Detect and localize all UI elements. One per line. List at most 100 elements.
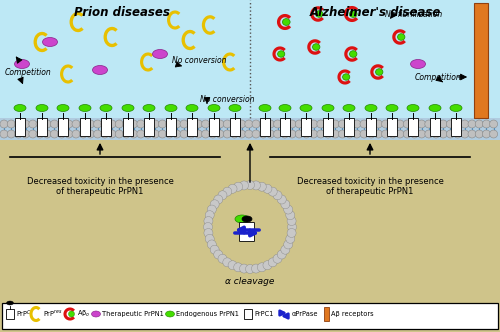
Circle shape [245, 120, 253, 128]
Circle shape [252, 181, 260, 190]
Bar [366, 118, 376, 136]
Circle shape [353, 130, 361, 138]
Circle shape [180, 120, 188, 128]
Ellipse shape [316, 11, 323, 17]
Text: No conversion: No conversion [200, 95, 254, 104]
Circle shape [223, 187, 232, 196]
Ellipse shape [208, 105, 220, 112]
Ellipse shape [122, 105, 134, 112]
Text: Aβ$_o$: Aβ$_o$ [77, 309, 90, 319]
Bar [123, 118, 133, 136]
Circle shape [389, 120, 397, 128]
Circle shape [367, 120, 375, 128]
Text: PrP$^{res}$: PrP$^{res}$ [43, 309, 63, 319]
Ellipse shape [242, 216, 252, 222]
Ellipse shape [235, 215, 249, 223]
Circle shape [252, 130, 260, 138]
Circle shape [259, 120, 267, 128]
Circle shape [86, 130, 94, 138]
Circle shape [43, 120, 51, 128]
Circle shape [317, 130, 325, 138]
Ellipse shape [166, 311, 174, 317]
Circle shape [7, 130, 15, 138]
Circle shape [101, 130, 109, 138]
Ellipse shape [229, 105, 241, 112]
Circle shape [166, 120, 173, 128]
Circle shape [263, 184, 272, 193]
Circle shape [216, 120, 224, 128]
Circle shape [218, 254, 227, 263]
Circle shape [252, 120, 260, 128]
Circle shape [468, 130, 476, 138]
Circle shape [223, 258, 232, 267]
Bar [101, 118, 111, 136]
Circle shape [432, 130, 440, 138]
Circle shape [0, 130, 8, 138]
Circle shape [208, 240, 216, 249]
Ellipse shape [410, 59, 426, 68]
Circle shape [7, 120, 15, 128]
Bar [301, 118, 311, 136]
Circle shape [240, 181, 248, 190]
Circle shape [403, 130, 411, 138]
Bar [260, 118, 270, 136]
Circle shape [0, 120, 8, 128]
Circle shape [72, 130, 80, 138]
FancyBboxPatch shape [2, 303, 498, 329]
Circle shape [209, 130, 217, 138]
Circle shape [65, 120, 73, 128]
Circle shape [58, 130, 66, 138]
Circle shape [432, 120, 440, 128]
Circle shape [288, 222, 296, 231]
Circle shape [396, 130, 404, 138]
Circle shape [324, 130, 332, 138]
Circle shape [274, 130, 281, 138]
Ellipse shape [278, 51, 285, 57]
Ellipse shape [14, 105, 26, 112]
Ellipse shape [42, 38, 58, 46]
Polygon shape [0, 140, 500, 332]
Ellipse shape [14, 59, 30, 68]
Bar [244, 309, 252, 319]
Circle shape [218, 191, 227, 200]
Text: Endogenous PrPN1: Endogenous PrPN1 [176, 311, 239, 317]
Circle shape [151, 130, 159, 138]
Circle shape [367, 130, 375, 138]
Circle shape [288, 130, 296, 138]
Circle shape [202, 120, 209, 128]
Circle shape [382, 130, 390, 138]
Bar [451, 118, 461, 136]
Circle shape [228, 184, 237, 193]
Circle shape [122, 130, 130, 138]
Circle shape [209, 120, 217, 128]
Bar [324, 307, 329, 321]
Circle shape [144, 120, 152, 128]
Circle shape [286, 211, 295, 220]
Circle shape [29, 120, 37, 128]
Circle shape [101, 120, 109, 128]
Text: α cleavage: α cleavage [226, 277, 274, 286]
Circle shape [374, 120, 382, 128]
Bar [323, 118, 333, 136]
Circle shape [202, 130, 209, 138]
Circle shape [475, 120, 483, 128]
FancyBboxPatch shape [240, 222, 254, 241]
Circle shape [94, 130, 102, 138]
Circle shape [137, 130, 145, 138]
Circle shape [214, 195, 223, 204]
Circle shape [425, 130, 433, 138]
Bar [166, 118, 176, 136]
Text: Competition: Competition [415, 72, 462, 81]
Circle shape [187, 130, 195, 138]
Circle shape [204, 222, 212, 231]
Bar [280, 118, 290, 136]
Circle shape [266, 120, 274, 128]
Circle shape [94, 120, 102, 128]
Circle shape [266, 130, 274, 138]
Bar [387, 118, 397, 136]
Circle shape [461, 130, 469, 138]
Text: Alzheimer's disease: Alzheimer's disease [310, 6, 440, 19]
Circle shape [234, 182, 242, 191]
Circle shape [14, 120, 22, 128]
Circle shape [194, 120, 202, 128]
